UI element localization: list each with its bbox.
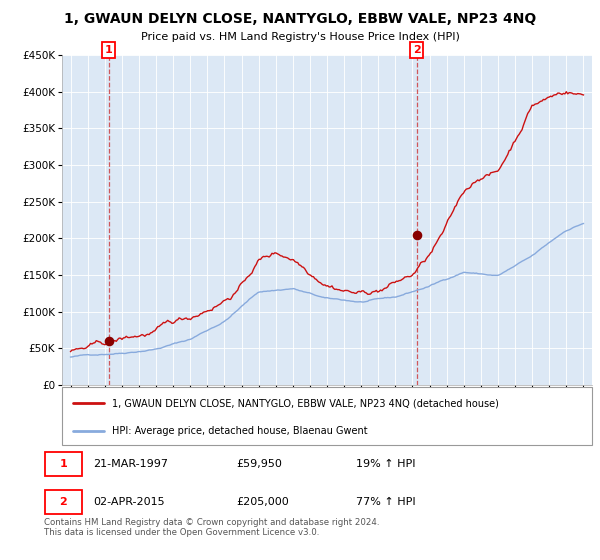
Text: 1, GWAUN DELYN CLOSE, NANTYGLO, EBBW VALE, NP23 4NQ: 1, GWAUN DELYN CLOSE, NANTYGLO, EBBW VAL… <box>64 12 536 26</box>
Text: Price paid vs. HM Land Registry's House Price Index (HPI): Price paid vs. HM Land Registry's House … <box>140 32 460 42</box>
Text: 77% ↑ HPI: 77% ↑ HPI <box>356 497 416 507</box>
Text: 19% ↑ HPI: 19% ↑ HPI <box>356 459 416 469</box>
Text: 02-APR-2015: 02-APR-2015 <box>94 497 165 507</box>
Text: 2: 2 <box>59 497 67 507</box>
Point <box>412 230 422 239</box>
Text: 1: 1 <box>59 459 67 469</box>
Text: £205,000: £205,000 <box>236 497 289 507</box>
Text: 1: 1 <box>104 45 112 55</box>
Text: 1, GWAUN DELYN CLOSE, NANTYGLO, EBBW VALE, NP23 4NQ (detached house): 1, GWAUN DELYN CLOSE, NANTYGLO, EBBW VAL… <box>112 398 499 408</box>
Text: HPI: Average price, detached house, Blaenau Gwent: HPI: Average price, detached house, Blae… <box>112 426 368 436</box>
Text: £59,950: £59,950 <box>236 459 281 469</box>
FancyBboxPatch shape <box>44 451 82 476</box>
FancyBboxPatch shape <box>44 490 82 514</box>
Text: Contains HM Land Registry data © Crown copyright and database right 2024.
This d: Contains HM Land Registry data © Crown c… <box>44 518 380 538</box>
Text: 2: 2 <box>413 45 421 55</box>
Point <box>104 337 113 346</box>
FancyBboxPatch shape <box>62 387 592 445</box>
Text: 21-MAR-1997: 21-MAR-1997 <box>94 459 169 469</box>
